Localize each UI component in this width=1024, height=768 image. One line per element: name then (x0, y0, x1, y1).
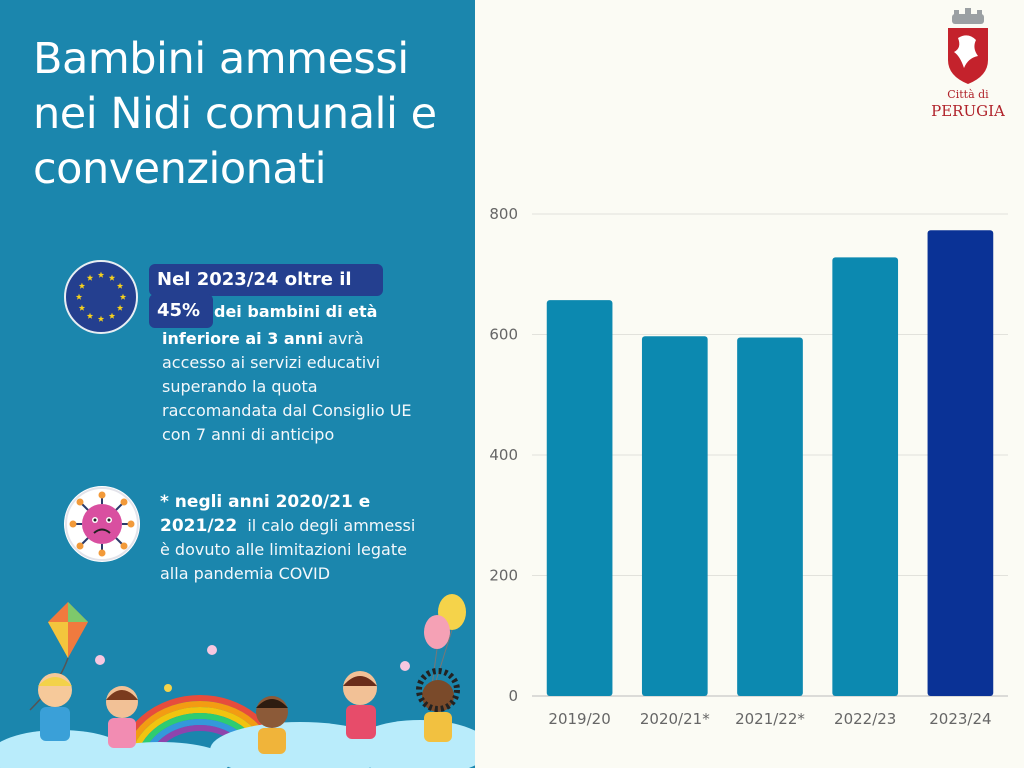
children-illustration (0, 590, 475, 768)
chart-svg: 0 200 400 600 800 2019/20 2020/21* 2021/22* 2022… (489, 205, 1008, 728)
eu-flag-icon (64, 260, 138, 334)
covid-note-bold: * negli anni 2020/21 e 2021/22 (160, 492, 371, 536)
bar-2021-22- (737, 337, 803, 696)
highlight-percent: 45% (149, 294, 213, 328)
eu-note-bold-1: dei bambini di età (214, 302, 378, 321)
child-1 (38, 673, 72, 741)
logo-text-name: PERUGIA (931, 102, 1005, 120)
y-tick-label: 800 (489, 205, 518, 223)
page-title: Bambini ammessi nei Nidi comunali e conv… (33, 34, 437, 194)
eu-star (97, 271, 105, 278)
covid-note-rest: il calo degli ammessi è dovuto alle limi… (160, 516, 416, 583)
eu-note-rest: avrà accesso ai servizi educativi supera… (162, 329, 412, 444)
child-4 (343, 671, 377, 739)
x-tick-label: 2022/23 (834, 710, 896, 728)
highlight-line-1: Nel 2023/24 oltre il (149, 264, 383, 296)
child-2 (106, 686, 138, 748)
eu-star (86, 274, 94, 281)
eu-note-bold-2: inferiore ai 3 anni (162, 329, 323, 348)
covid-note-text: * negli anni 2020/21 e 2021/22 il calo d… (160, 490, 420, 586)
x-tick-label: 2021/22* (735, 710, 805, 728)
virus-icon (64, 486, 140, 562)
bar-chart: 0 200 400 600 800 2019/20 2020/21* 2021/22* 2022… (478, 190, 1024, 768)
bar-2019-20 (546, 300, 613, 696)
perugia-logo: Città di PERUGIA (920, 8, 1016, 128)
x-tick-label: 2020/21* (640, 710, 710, 728)
y-tick-label: 600 (489, 326, 518, 344)
eu-star (116, 304, 124, 311)
bar-2023-24 (927, 230, 994, 696)
bar-2022-23 (832, 257, 899, 696)
eu-star (108, 274, 116, 281)
child-3 (256, 696, 288, 754)
griffin-icon (954, 35, 978, 68)
bar-2020-21- (641, 336, 708, 696)
eu-highlight: Nel 2023/24 oltre il 45% (149, 264, 385, 328)
y-tick-label: 200 (489, 567, 518, 585)
eu-star (78, 304, 86, 311)
kite-icon (29, 602, 88, 711)
x-tick-label: 2023/24 (929, 710, 991, 728)
balloons-icon (424, 594, 466, 701)
eu-star (75, 293, 83, 300)
eu-star (119, 293, 127, 300)
x-tick-label: 2019/20 (548, 710, 610, 728)
left-panel: Bambini ammessi nei Nidi comunali e conv… (0, 0, 475, 768)
child-5 (416, 668, 460, 742)
eu-star (86, 312, 94, 319)
logo-text-city: Città di (947, 88, 989, 101)
y-tick-label: 400 (489, 446, 518, 464)
eu-star (97, 315, 105, 322)
eu-star (108, 312, 116, 319)
eu-star (116, 282, 124, 289)
eu-star (78, 282, 86, 289)
y-tick-label: 0 (508, 687, 518, 705)
eu-note-text: inferiore ai 3 anni avrà accesso ai serv… (162, 327, 422, 447)
crown-icon (952, 8, 984, 24)
